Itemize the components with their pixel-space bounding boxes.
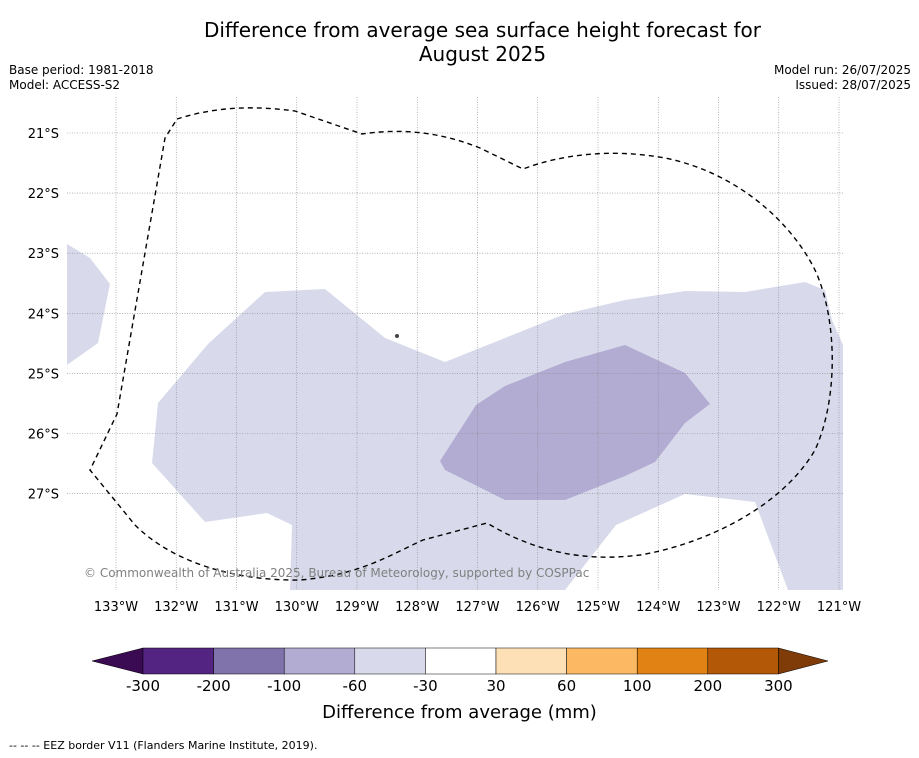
latitude-label: 21°S [28,127,59,142]
colorbar-tick-label: -100 [267,677,302,695]
longitude-label: 133°W [94,600,138,615]
longitude-label: 125°W [576,600,620,615]
meta-left: Base period: 1981-2018 Model: ACCESS-S2 [9,63,154,93]
longitude-label: 132°W [154,600,198,615]
colorbar-segment [213,647,285,675]
colorbar-segment [566,647,638,675]
longitude-label: 123°W [696,600,740,615]
colorbar-tick-label: 100 [622,677,652,695]
colorbar-segment [354,647,426,675]
latitude-label: 22°S [28,187,59,202]
longitude-label: 121°W [817,600,861,615]
longitude-label: 126°W [516,600,560,615]
issued-date: Issued: 28/07/2025 [795,78,911,92]
longitude-label: 124°W [636,600,680,615]
title-line-1: Difference from average sea surface heig… [203,18,762,42]
colorbar-tick-label: -60 [342,677,368,695]
colorbar-segment [495,647,567,675]
model-run: Model run: 26/07/2025 [773,63,911,77]
longitude-label: 122°W [757,600,801,615]
longitude-label: 128°W [395,600,439,615]
colorbar-segment [636,647,709,675]
colorbar [91,647,829,675]
latitude-label: 26°S [28,428,59,443]
latitude-label: 23°S [28,247,59,262]
latitude-label: 25°S [28,367,59,382]
colorbar-title: Difference from average (mm) [322,702,597,723]
colorbar-segment [425,647,497,675]
copyright-notice: © Commonwealth of Australia 2025, Bureau… [84,566,589,580]
longitude-labels: 133°W 132°W 131°W 130°W 129°W 128°W 127°W 126°W… [94,600,861,615]
moderate-anomaly-region [440,345,710,500]
colorbar-segment [142,647,214,675]
colorbar-extend-min [91,647,144,675]
eez-footnote: -- -- -- EEZ border V11 (Flanders Marine… [9,739,318,752]
latitude-label: 24°S [28,307,59,322]
map-title: Difference from average sea surface heig… [0,18,919,66]
colorbar-segment [283,647,356,675]
longitude-label: 130°W [275,600,319,615]
anomaly-fill [67,244,843,590]
colorbar-tick-label: -300 [125,677,161,695]
longitude-label: 127°W [455,600,499,615]
graticule [67,97,843,590]
island-marker [395,334,399,338]
meta-right: Model run: 26/07/2025 Issued: 28/07/2025 [774,63,911,93]
colorbar-extend-max [778,647,829,675]
colorbar-tick-label: -30 [413,677,438,695]
colorbar-tick-label: 200 [693,677,723,695]
colorbar-tick-label: 60 [557,677,577,695]
base-period: Base period: 1981-2018 [9,63,154,77]
title-line-2: August 2025 [418,42,547,66]
latitude-label: 27°S [28,488,59,503]
eez-border [89,107,833,581]
colorbar-tick-label: -200 [196,677,231,695]
colorbar-tick-label: 300 [764,677,793,695]
latitude-labels: 21°S 22°S 23°S 24°S 25°S 26°S 27°S [28,127,59,503]
colorbar-tick-label: 30 [486,677,506,695]
light-anomaly-region-west [67,244,110,365]
longitude-label: 131°W [214,600,258,615]
model-name: Model: ACCESS-S2 [9,78,121,92]
colorbar-segment [707,647,779,675]
longitude-label: 129°W [335,600,379,615]
